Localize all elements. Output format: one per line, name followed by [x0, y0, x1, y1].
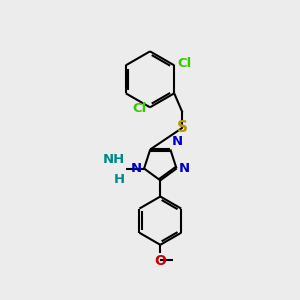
- Text: N: N: [179, 162, 190, 175]
- Text: NH: NH: [103, 153, 125, 166]
- Text: S: S: [177, 120, 188, 135]
- Text: Cl: Cl: [178, 57, 192, 70]
- Text: H: H: [114, 173, 125, 186]
- Text: N: N: [131, 162, 142, 175]
- Text: N: N: [172, 135, 183, 148]
- Text: O: O: [154, 254, 166, 268]
- Text: Cl: Cl: [132, 102, 146, 115]
